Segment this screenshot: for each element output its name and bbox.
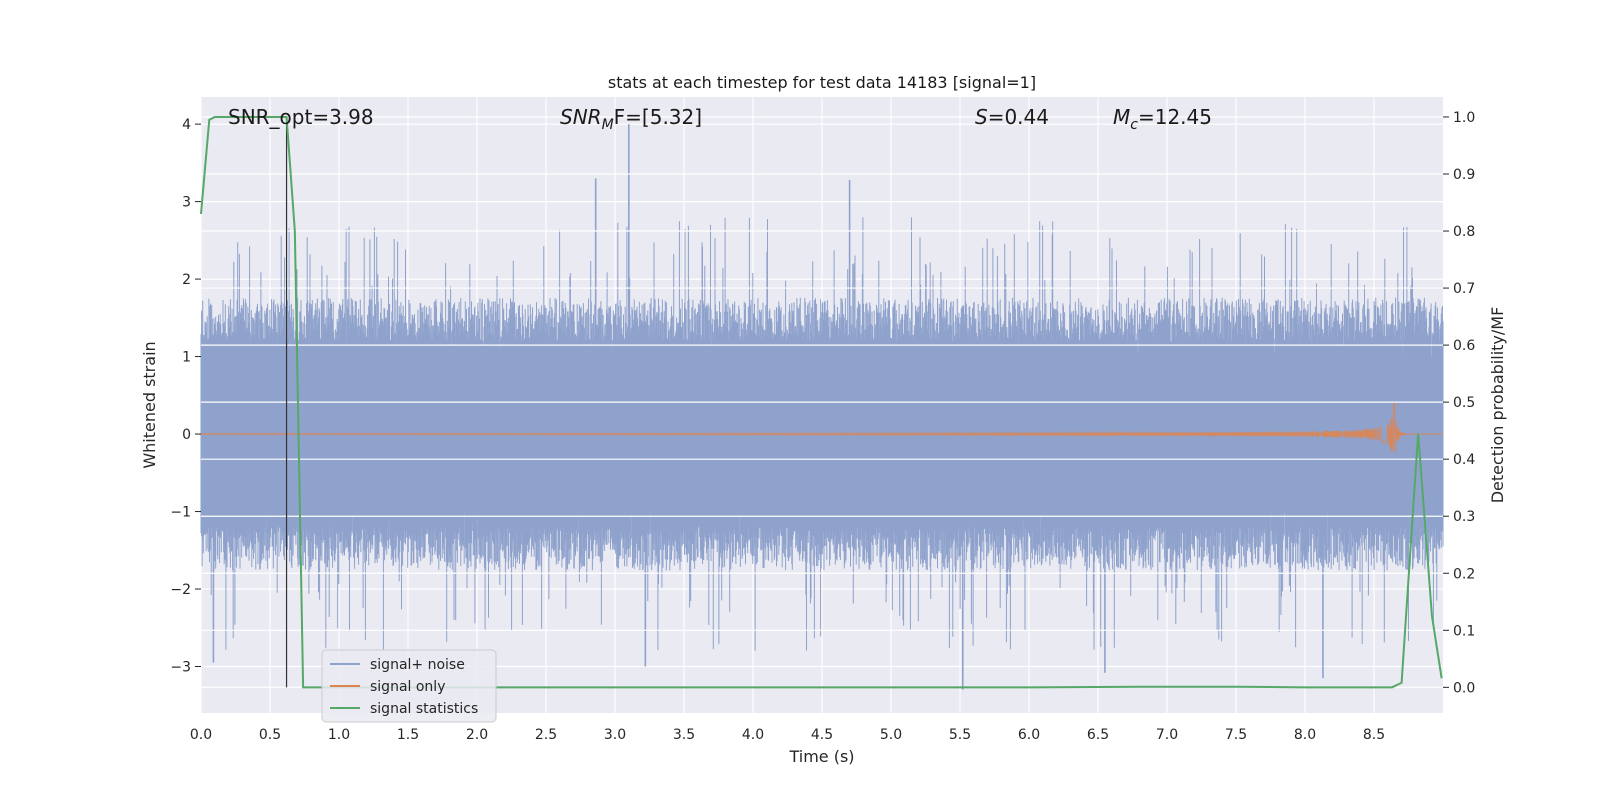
signal-only-trace (200, 401, 1444, 453)
x-tick-label: 2.5 (535, 727, 557, 743)
legend: signal+ noise signal only signal statist… (321, 649, 497, 723)
legend-label-signal: signal only (370, 679, 445, 695)
y-tick-label-left: 3 (182, 195, 191, 211)
y-tick-label-right: 0.5 (1453, 395, 1475, 411)
annotation-mc-main: M (1113, 105, 1130, 129)
legend-label-noise: signal+ noise (370, 657, 465, 673)
y-tick-label-right: 0.3 (1453, 509, 1475, 525)
y-tick-label-right: 0.4 (1453, 452, 1475, 468)
annotation-snr-mf: SNRMF=[5.32] (560, 105, 702, 133)
x-tick-label: 5.5 (949, 727, 971, 743)
x-tick-label: 5.0 (880, 727, 902, 743)
y-tick-label-right: 0.1 (1453, 623, 1475, 639)
annotation-mc: Mc=12.45 (1113, 105, 1212, 133)
y-tick-label-right: 1.0 (1453, 110, 1475, 126)
series-signal-noise (200, 124, 1444, 690)
x-axis-label: Time (s) (788, 747, 854, 766)
x-tick-label: 8.0 (1294, 727, 1316, 743)
annotation-mc-sub: c (1130, 117, 1138, 133)
x-tick-label: 1.0 (328, 727, 350, 743)
y-tick-label-right: 0.0 (1453, 680, 1475, 696)
y-tick-label-left: 2 (182, 272, 191, 288)
y-tick-label-left: 1 (182, 350, 191, 366)
signal-noise-trace (200, 217, 1444, 651)
grid-right-axis (201, 116, 1443, 688)
y-axis-label-right: Detection probability/MF (1488, 307, 1507, 504)
y-axis-label-left: Whitened strain (140, 341, 159, 468)
y-ticks-right: 1.0 0.9 0.8 0.7 0.6 0.5 0.4 0.3 0.2 0.1 0.0 (1443, 110, 1475, 696)
x-tick-label: 8.5 (1363, 727, 1385, 743)
annotation-s-tail: =0.44 (988, 105, 1049, 129)
x-tick-label: 0.0 (190, 727, 212, 743)
y-tick-label-right: 0.8 (1453, 224, 1475, 240)
x-tick-label: 7.5 (1225, 727, 1247, 743)
annotation-snr-mf-tail: F=[5.32] (614, 105, 702, 129)
x-ticks: 0.0 0.5 1.0 1.5 2.0 2.5 3.0 3.5 4.0 4.5 5.0 5.5 6.0 6… (190, 727, 1385, 743)
legend-label-statistics: signal statistics (370, 701, 478, 717)
x-tick-label: 1.5 (397, 727, 419, 743)
x-tick-label: 6.5 (1087, 727, 1109, 743)
annotation-snr-mf-sub: M (602, 117, 614, 133)
x-tick-label: 7.0 (1156, 727, 1178, 743)
x-tick-label: 6.0 (1018, 727, 1040, 743)
x-tick-label: 4.5 (811, 727, 833, 743)
x-tick-label: 4.0 (742, 727, 764, 743)
y-tick-label-right: 0.9 (1453, 167, 1475, 183)
x-tick-label: 3.0 (604, 727, 626, 743)
annotation-mc-tail: =12.45 (1138, 105, 1212, 129)
legend-box (321, 649, 497, 723)
annotation-s-main: S (975, 105, 988, 129)
series-signal-only (200, 401, 1444, 453)
x-tick-label: 3.5 (673, 727, 695, 743)
x-tick-label: 0.5 (259, 727, 281, 743)
y-tick-label-right: 0.6 (1453, 338, 1475, 354)
chart-title: stats at each timestep for test data 141… (608, 73, 1036, 92)
x-tick-label: 2.0 (466, 727, 488, 743)
annotation-s: S=0.44 (975, 105, 1049, 129)
annotation-snr-opt: SNR_opt=3.98 (228, 105, 374, 129)
y-tick-label-right: 0.7 (1453, 281, 1475, 297)
y-tick-label-left: 0 (182, 427, 191, 443)
y-tick-label-right: 0.2 (1453, 566, 1475, 582)
annotation-snr-mf-main: SNR (560, 105, 602, 129)
y-tick-label-left: −1 (170, 505, 191, 521)
y-tick-label-left: −2 (170, 582, 191, 598)
y-tick-label-left: −3 (170, 660, 191, 676)
y-ticks-left: 4 3 2 1 0 −1 −2 −3 (170, 117, 201, 676)
y-tick-label-left: 4 (182, 117, 191, 133)
